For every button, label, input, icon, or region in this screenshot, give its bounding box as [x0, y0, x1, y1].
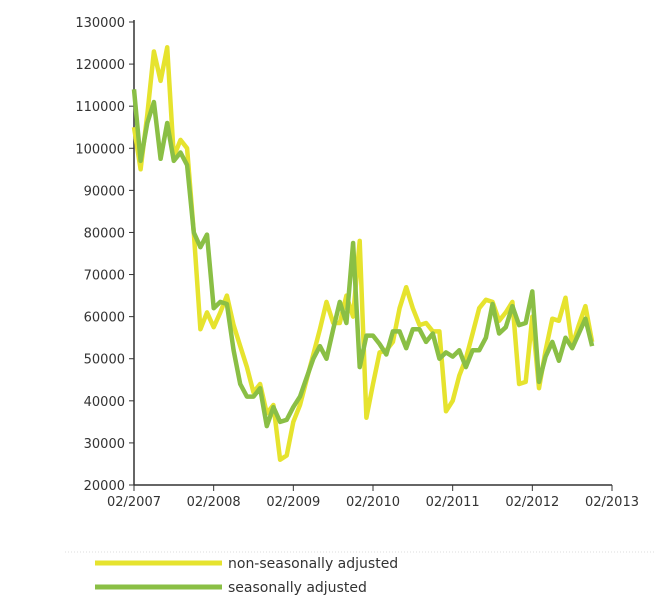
x-tick-label: 02/2011 — [426, 495, 480, 510]
y-tick-label: 90000 — [84, 184, 125, 199]
series-line-seasonal — [131, 89, 595, 429]
y-tick-label: 60000 — [84, 311, 125, 326]
x-tick-label: 02/2010 — [346, 495, 400, 510]
y-tick-label: 100000 — [75, 142, 125, 157]
y-tick-label: 80000 — [84, 226, 125, 241]
series-line-non-seasonal — [131, 45, 595, 462]
y-tick-label: 70000 — [84, 269, 125, 284]
y-tick-label: 120000 — [75, 58, 125, 73]
legend-label-seasonal: seasonally adjusted — [228, 580, 367, 596]
x-tick-label: 02/2007 — [107, 495, 161, 510]
y-tick-label: 30000 — [84, 437, 125, 452]
x-tick-label: 02/2012 — [505, 495, 559, 510]
legend-label-non-seasonal: non-seasonally adjusted — [228, 556, 398, 572]
y-tick-label: 130000 — [75, 16, 125, 31]
x-tick-label: 02/2008 — [187, 495, 241, 510]
y-tick-label: 110000 — [75, 100, 125, 115]
x-tick-label: 02/2009 — [266, 495, 320, 510]
y-tick-label: 20000 — [84, 479, 125, 494]
x-tick-label: 02/2013 — [585, 495, 639, 510]
y-tick-label: 50000 — [84, 353, 125, 368]
y-tick-label: 40000 — [84, 395, 125, 410]
